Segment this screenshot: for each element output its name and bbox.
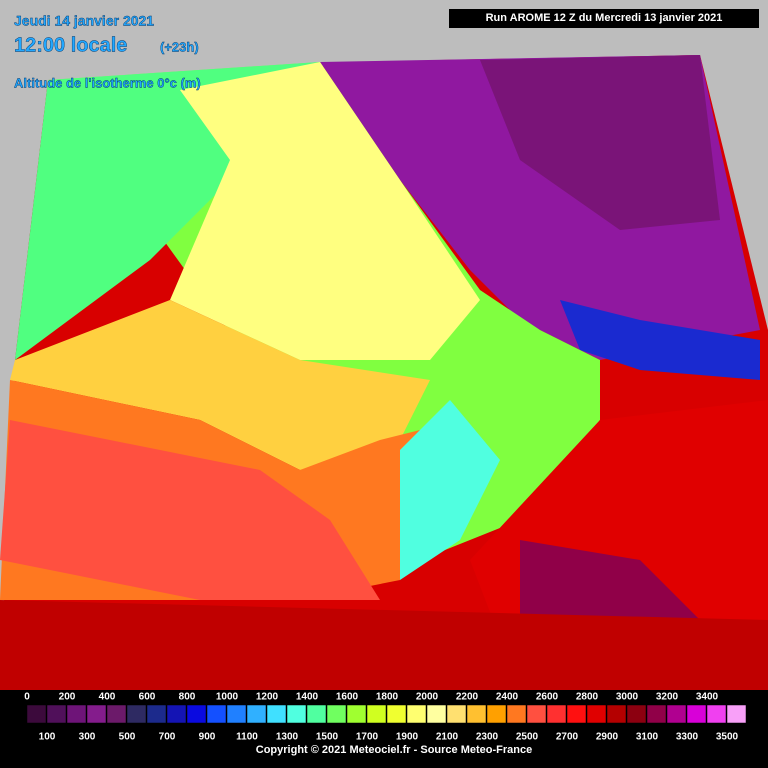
legend-label: 2500 <box>516 732 539 743</box>
legend-label: 1800 <box>376 692 399 703</box>
legend-label: 100 <box>39 732 56 743</box>
run-label: Run AROME 12 Z du Mercredi 13 janvier 20… <box>486 12 723 24</box>
legend-label: 2900 <box>596 732 619 743</box>
legend-label: 3000 <box>616 692 639 703</box>
legend-label: 900 <box>199 732 216 743</box>
legend-swatch <box>126 704 147 724</box>
legend-swatch <box>586 704 607 724</box>
legend-swatch <box>406 704 427 724</box>
legend-swatch <box>666 704 687 724</box>
legend-label: 2100 <box>436 732 459 743</box>
legend-label: 3100 <box>636 732 659 743</box>
legend-label: 1100 <box>236 732 258 743</box>
legend-label: 400 <box>99 692 116 703</box>
legend-label: 3500 <box>716 732 739 743</box>
legend-swatch <box>646 704 667 724</box>
legend-swatch <box>706 704 727 724</box>
legend-label: 1000 <box>216 692 239 703</box>
legend-label: 2600 <box>536 692 559 703</box>
legend-swatch <box>606 704 627 724</box>
legend-swatch <box>446 704 467 724</box>
legend-label: 1400 <box>296 692 319 703</box>
legend-swatch <box>146 704 167 724</box>
legend-swatch <box>166 704 187 724</box>
legend-swatch <box>486 704 507 724</box>
map-field <box>0 55 768 690</box>
parameter-label: Altitude de l'isotherme 0°c (m) <box>14 75 201 90</box>
legend-label: 800 <box>179 692 196 703</box>
legend-label: 1200 <box>256 692 279 703</box>
legend-swatch <box>246 704 267 724</box>
time-label: 12:00 locale <box>14 34 127 56</box>
legend-label: 700 <box>159 732 176 743</box>
legend-swatch <box>346 704 367 724</box>
legend-swatch <box>326 704 347 724</box>
legend-label: 0 <box>24 692 30 703</box>
legend-label: 600 <box>139 692 156 703</box>
legend-label: 1300 <box>276 732 299 743</box>
legend-swatch <box>26 704 47 724</box>
legend-label: 1500 <box>316 732 339 743</box>
legend-swatch <box>86 704 107 724</box>
legend-swatch <box>186 704 207 724</box>
legend-swatch <box>106 704 127 724</box>
legend-label: 1700 <box>356 732 379 743</box>
legend-swatch <box>286 704 307 724</box>
legend-swatch <box>46 704 67 724</box>
legend-swatch <box>686 704 707 724</box>
legend-label: 300 <box>79 732 96 743</box>
legend-label: 1900 <box>396 732 419 743</box>
legend-swatch <box>206 704 227 724</box>
legend-swatch <box>306 704 327 724</box>
legend-label: 3200 <box>656 692 679 703</box>
legend-label: 2800 <box>576 692 599 703</box>
legend-swatch <box>266 704 287 724</box>
date-label: Jeudi 14 janvier 2021 <box>14 13 154 29</box>
legend-label: 3400 <box>696 692 719 703</box>
legend-label: 200 <box>59 692 76 703</box>
legend-label: 2400 <box>496 692 519 703</box>
legend-swatch <box>226 704 247 724</box>
legend-label: 1600 <box>336 692 359 703</box>
legend-swatch <box>526 704 547 724</box>
run-box <box>449 9 759 28</box>
legend-swatch <box>626 704 647 724</box>
legend-swatch <box>726 704 747 724</box>
copyright: Copyright © 2021 Meteociel.fr - Source M… <box>256 744 532 756</box>
offset-label: (+23h) <box>160 39 199 54</box>
legend-swatch <box>506 704 527 724</box>
legend-swatch <box>546 704 567 724</box>
legend-label: 2200 <box>456 692 479 703</box>
legend-label: 3300 <box>676 732 699 743</box>
legend-swatch <box>566 704 587 724</box>
legend-swatch <box>66 704 87 724</box>
legend-label: 500 <box>119 732 136 743</box>
legend-label: 2000 <box>416 692 439 703</box>
legend-label: 2700 <box>556 732 579 743</box>
legend-swatch <box>426 704 447 724</box>
legend-label: 2300 <box>476 732 499 743</box>
legend-swatch <box>366 704 387 724</box>
legend-panel <box>0 690 768 768</box>
legend-swatch <box>386 704 407 724</box>
legend-swatch <box>466 704 487 724</box>
legend: 0 100 200 300 400 500 600 700 800 900 1000 1100 1200… <box>24 692 747 743</box>
